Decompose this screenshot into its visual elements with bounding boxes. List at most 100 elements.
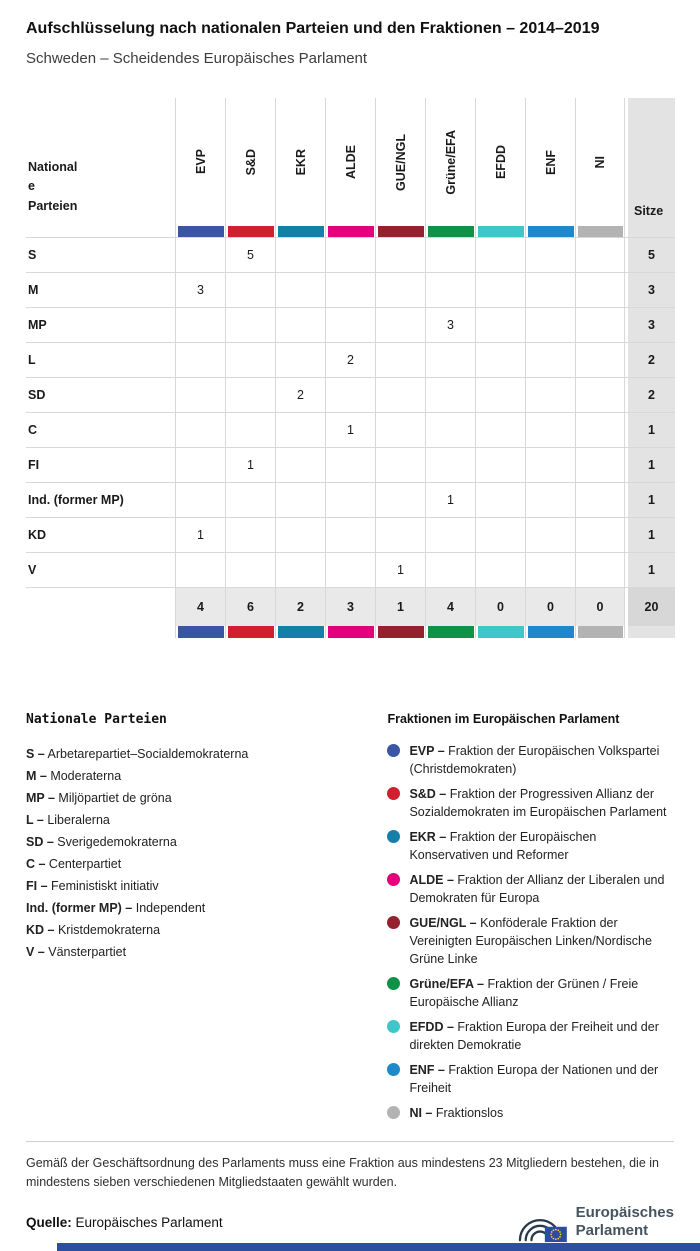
party-abbr: Ind. (former MP) – xyxy=(26,901,133,915)
seat-count-cell xyxy=(325,308,375,343)
group-color-bar xyxy=(277,226,324,237)
column-gap xyxy=(625,483,628,518)
legends: Nationale Parteien S – Arbetarepartiet–S… xyxy=(26,712,674,1129)
party-name: Kristdemokraterna xyxy=(54,923,161,937)
party-seats-total: 1 xyxy=(628,413,675,448)
column-gap xyxy=(625,226,628,238)
group-color-bar-cell xyxy=(175,226,225,238)
group-color-bar xyxy=(277,626,324,638)
seat-count-cell xyxy=(375,378,425,413)
seat-count-cell xyxy=(375,518,425,553)
party-name: Sverigedemokraterna xyxy=(53,835,177,849)
group-color-bar-cell xyxy=(425,626,475,638)
group-color-bar xyxy=(477,226,524,237)
party-name: Arbetarepartiet–Socialdemokraterna xyxy=(44,747,249,761)
party-abbr: MP – xyxy=(26,791,55,805)
eu-flag-icon xyxy=(544,1226,567,1243)
seat-count-cell xyxy=(575,343,625,378)
party-seats-total: 5 xyxy=(628,238,675,273)
group-color-bar xyxy=(377,626,424,638)
group-name: Fraktion der Europäischen Konservativen … xyxy=(409,830,597,862)
group-color-bar-cell xyxy=(325,626,375,638)
column-gap xyxy=(625,308,628,343)
seat-count-cell xyxy=(425,553,475,588)
group-abbr: ENF – xyxy=(409,1063,445,1077)
seat-count-cell xyxy=(325,238,375,273)
seat-count-cell xyxy=(175,483,225,518)
group-color-bar-cell xyxy=(175,626,225,638)
bar-row-left-space xyxy=(26,626,175,638)
group-name: Fraktion der Europäischen Volkspartei (C… xyxy=(409,744,660,776)
seat-count-cell xyxy=(525,273,575,308)
seat-count-cell xyxy=(275,273,325,308)
group-total-cell: 3 xyxy=(325,588,375,626)
group-column-header: NI xyxy=(575,98,625,226)
group-color-bar-cell xyxy=(275,226,325,238)
column-gap xyxy=(625,273,628,308)
group-legend-text: EKR – Fraktion der Europäischen Konserva… xyxy=(409,828,674,864)
seat-count-cell xyxy=(575,378,625,413)
group-name: Fraktion Europa der Nationen und der Fre… xyxy=(409,1063,659,1095)
seat-count-cell xyxy=(225,413,275,448)
seat-count-cell xyxy=(375,483,425,518)
group-total-cell: 0 xyxy=(525,588,575,626)
seat-count-cell xyxy=(375,238,425,273)
seat-count-cell xyxy=(175,308,225,343)
group-color-bar-cell xyxy=(375,626,425,638)
seat-count-cell xyxy=(575,413,625,448)
logo-wordmark-line1: Europäisches xyxy=(575,1204,674,1221)
group-name: Fraktionslos xyxy=(432,1106,504,1120)
party-legend-item: M – Moderaterna xyxy=(26,765,387,787)
seat-count-cell xyxy=(425,273,475,308)
group-color-bar-cell xyxy=(475,626,525,638)
party-abbr: V – xyxy=(26,945,45,959)
parliament-hemicycle-icon xyxy=(518,1219,567,1243)
group-color-dot xyxy=(387,977,401,990)
seat-count-cell xyxy=(575,238,625,273)
group-color-bar xyxy=(527,226,574,237)
national-parties-legend-heading: Nationale Parteien xyxy=(26,712,167,727)
seat-count-cell xyxy=(525,483,575,518)
group-color-dot xyxy=(387,916,401,929)
group-name: Konföderale Fraktion der Vereinigten Eur… xyxy=(409,916,652,966)
source-row: Quelle: Europäisches Parlament xyxy=(26,1200,674,1244)
group-color-bar xyxy=(377,226,424,237)
seat-count-cell xyxy=(475,343,525,378)
group-legend-text: ENF – Fraktion Europa der Nationen und d… xyxy=(409,1061,674,1097)
seats-column-bar-space xyxy=(628,226,675,238)
group-total-cell: 0 xyxy=(475,588,525,626)
group-name: Fraktion der Grünen / Freie Europäische … xyxy=(409,977,639,1009)
column-gap xyxy=(625,343,628,378)
party-legend-item: S – Arbetarepartiet–Socialdemokraterna xyxy=(26,743,387,765)
group-color-bar xyxy=(427,626,474,638)
seat-count-cell xyxy=(225,308,275,343)
party-label: C xyxy=(26,413,175,448)
header: Aufschlüsselung nach nationalen Parteien… xyxy=(0,0,700,67)
group-color-bar-cell xyxy=(225,226,275,238)
group-column-header: GUE/NGL xyxy=(375,98,425,226)
group-color-dot xyxy=(387,873,401,886)
group-color-bar-cell xyxy=(325,226,375,238)
group-column-header: Grüne/EFA xyxy=(425,98,475,226)
group-header-label: GUE/NGL xyxy=(393,133,408,191)
party-label: S xyxy=(26,238,175,273)
party-label: MP xyxy=(26,308,175,343)
seat-count-cell: 1 xyxy=(225,448,275,483)
party-name: Vänsterpartiet xyxy=(44,945,127,959)
group-legend-item: Grüne/EFA – Fraktion der Grünen / Freie … xyxy=(387,975,674,1011)
source-label: Quelle: xyxy=(26,1214,72,1230)
party-legend-item: SD – Sverigedemokraterna xyxy=(26,831,387,853)
group-header-label: ENF xyxy=(543,149,558,175)
group-color-bar xyxy=(177,226,224,237)
group-color-bar xyxy=(227,626,274,638)
seat-count-cell xyxy=(525,448,575,483)
seat-count-cell: 1 xyxy=(175,518,225,553)
group-color-bar-cell xyxy=(275,626,325,638)
seat-count-cell xyxy=(475,518,525,553)
party-seats-total: 2 xyxy=(628,343,675,378)
seat-count-cell xyxy=(425,518,475,553)
party-label: KD xyxy=(26,518,175,553)
group-legend-item: ALDE – Fraktion der Allianz der Liberale… xyxy=(387,871,674,907)
group-color-dot xyxy=(387,744,401,757)
seat-count-cell xyxy=(425,343,475,378)
